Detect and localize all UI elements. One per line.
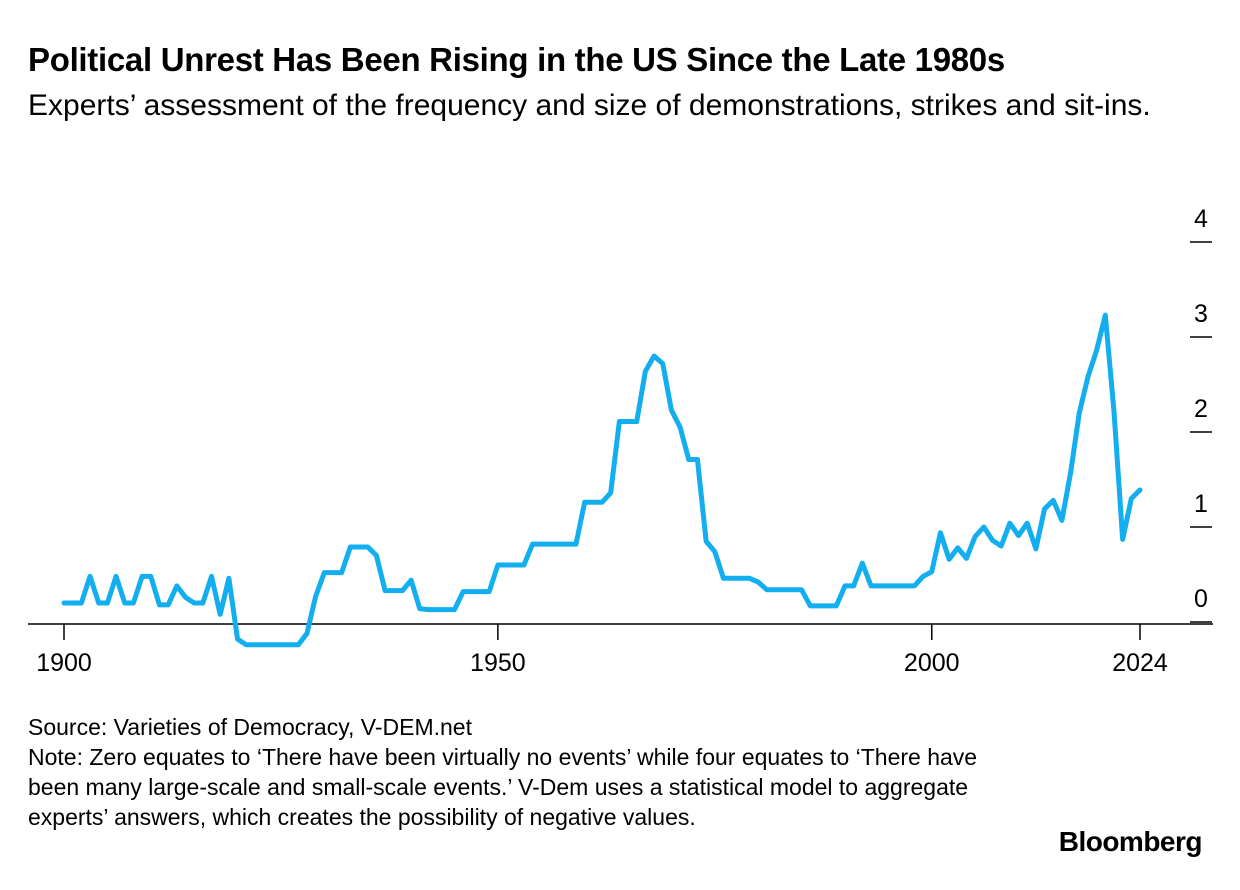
- x-tick-label: 1900: [36, 649, 92, 677]
- bloomberg-logo: Bloomberg: [1058, 826, 1203, 857]
- y-tick-label: 3: [1194, 300, 1208, 328]
- x-ticks: 1900 1950 2000 2024: [36, 624, 1168, 677]
- line-chart: 1900 1950 2000 2024 0 1 2 3 4: [28, 205, 1213, 677]
- y-tick-label: 4: [1194, 205, 1208, 233]
- footer: Source: Varieties of Democracy, V-DEM.ne…: [28, 712, 988, 832]
- y-tick-label: 0: [1194, 585, 1208, 613]
- y-tick-label: 2: [1194, 395, 1208, 423]
- note-text: Note: Zero equates to ‘There have been v…: [28, 744, 978, 830]
- y-tick-label: 1: [1194, 490, 1208, 518]
- chart-subtitle: Experts’ assessment of the frequency and…: [28, 89, 1151, 122]
- x-axis: 1900 1950 2000 2024: [28, 623, 1213, 677]
- x-tick-label: 2000: [904, 649, 960, 677]
- y-axis: 0 1 2 3 4: [1190, 205, 1212, 623]
- series-line: [61, 312, 1143, 648]
- x-tick-label: 1950: [470, 649, 526, 677]
- source-text: Source: Varieties of Democracy, V-DEM.ne…: [28, 714, 472, 740]
- chart-title: Political Unrest Has Been Rising in the …: [28, 41, 1005, 78]
- x-tick-label: 2024: [1112, 649, 1168, 677]
